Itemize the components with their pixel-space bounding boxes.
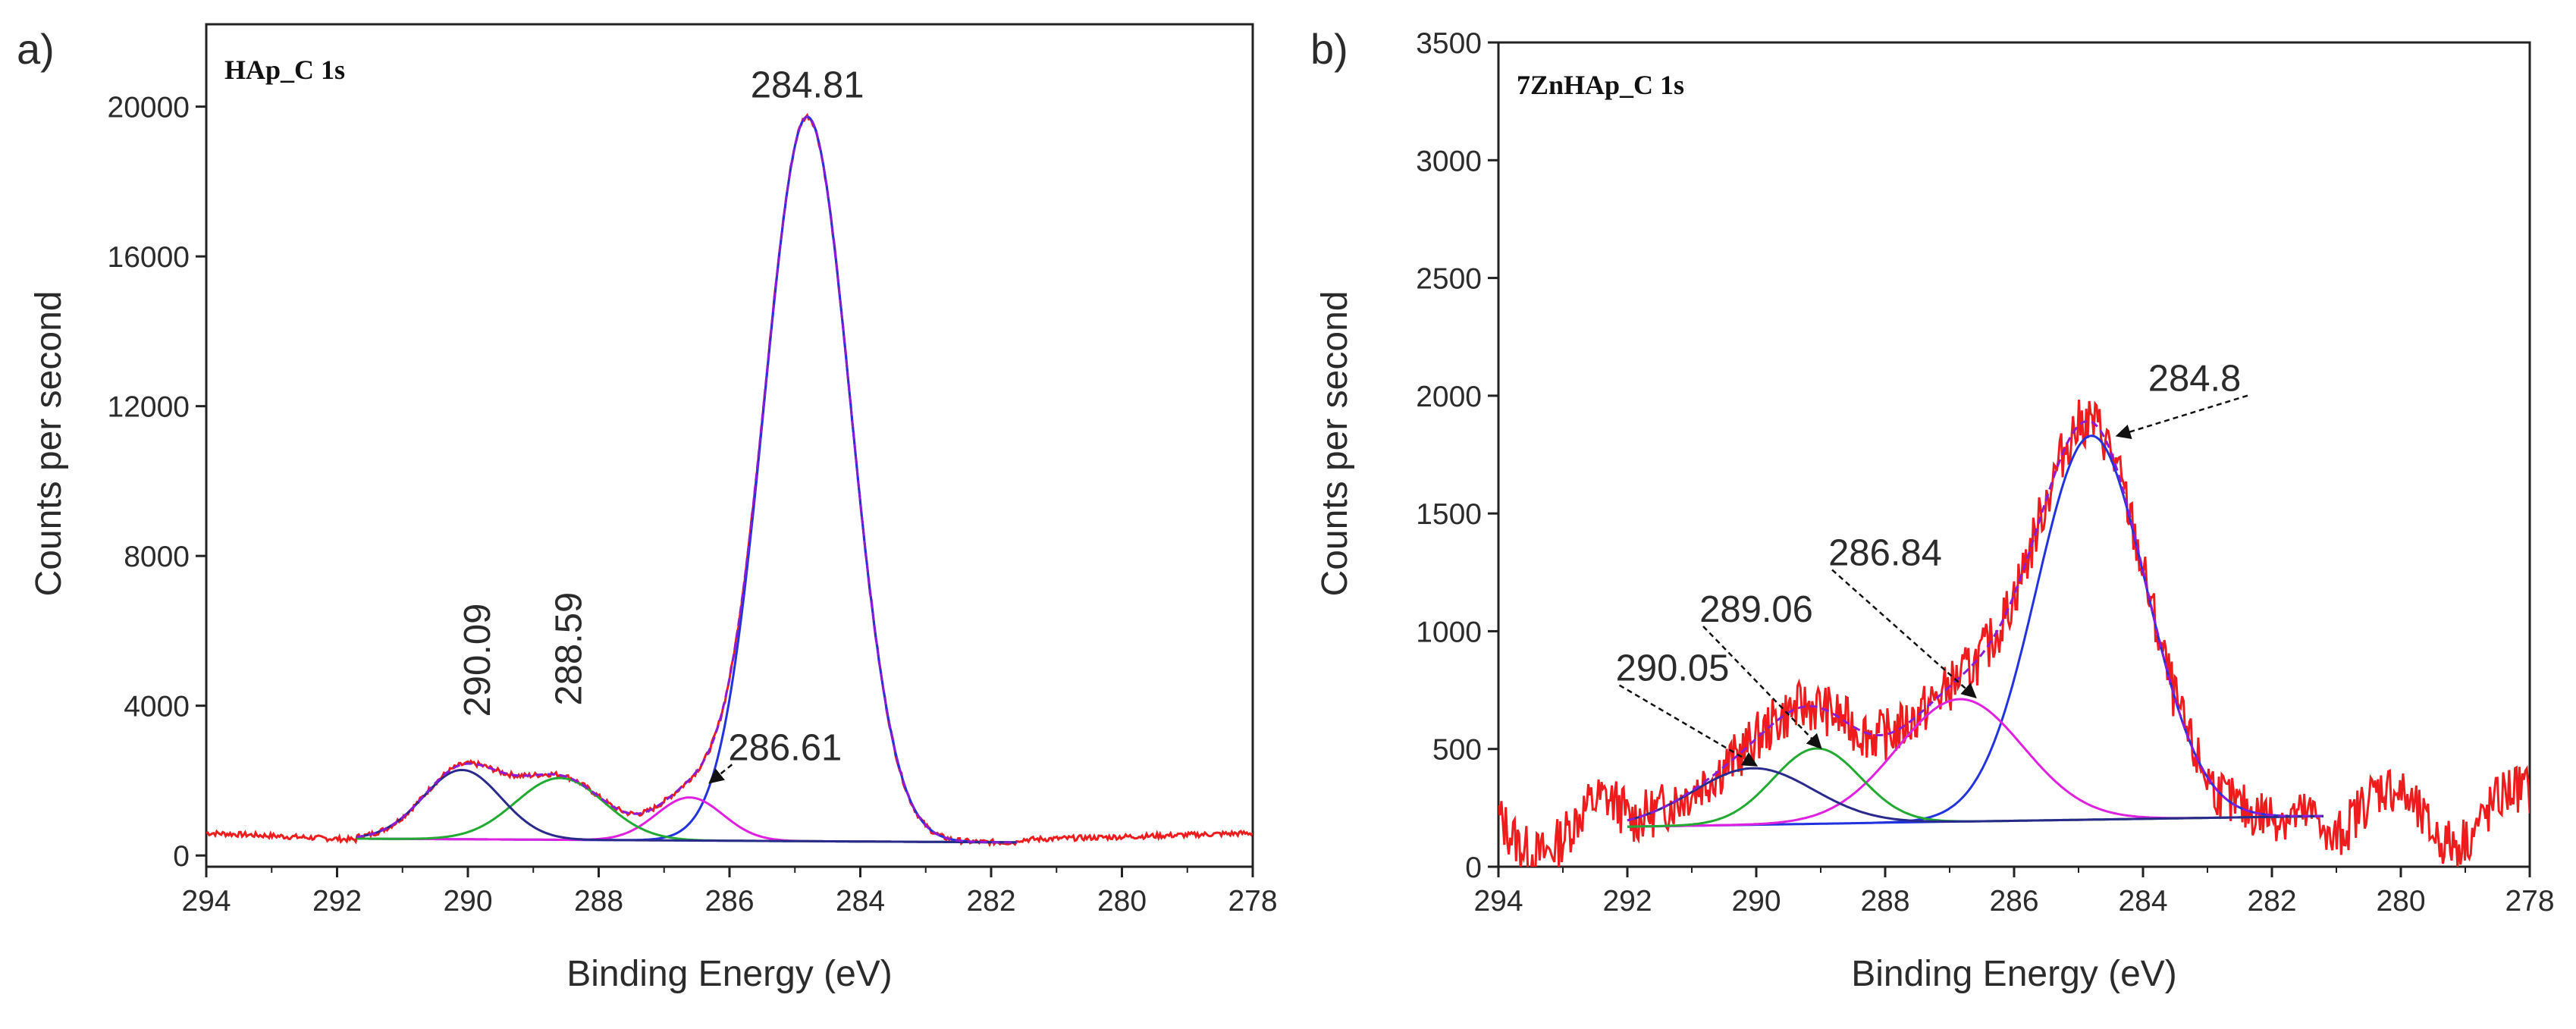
y-tick-label: 16000: [108, 241, 190, 274]
plot-area-b: [1498, 400, 2530, 867]
peak-label: 286.84: [1828, 532, 1942, 573]
x-tick-label: 280: [2376, 885, 2425, 918]
ticks-b: 294 292 290 288 286 284 282 280 278 0 500 1000 1500 2…: [1416, 27, 2554, 918]
y-tick-label: 1000: [1416, 616, 1482, 648]
peak-component-c3: [356, 776, 1018, 844]
x-tick-label: 292: [312, 885, 362, 918]
panel-label-b: b): [1310, 25, 1348, 73]
peak-arrow: [2115, 394, 2248, 440]
x-tick-label: 288: [574, 885, 623, 918]
peak-component-c1: [356, 115, 1018, 844]
peak-label: 286.61: [728, 727, 842, 768]
peak-label: 289.06: [1699, 589, 1813, 630]
x-axis-title-a: Binding Energy (eV): [566, 954, 893, 994]
plot-area-a: [206, 112, 1253, 848]
y-tick-label: 8000: [124, 541, 190, 573]
peak-label: 284.8: [2148, 359, 2242, 400]
peak-component-c4: [356, 768, 1018, 844]
peak-label: 288.59: [549, 592, 590, 706]
x-tick-label: 294: [1473, 885, 1523, 918]
x-tick-label: 278: [1228, 885, 1277, 918]
peak-label: 290.09: [457, 604, 498, 717]
peak-arrow: [1702, 626, 1822, 749]
y-tick-label: 500: [1432, 734, 1482, 767]
x-tick-label: 290: [443, 885, 492, 918]
x-tick-label: 284: [2118, 885, 2167, 918]
y-tick-label: 3000: [1416, 145, 1482, 177]
peak-component-c4: [1627, 767, 2324, 823]
x-tick-label: 284: [836, 885, 885, 918]
y-tick-label: 0: [1465, 852, 1482, 884]
y-tick-label: 1500: [1416, 498, 1482, 531]
x-tick-label: 286: [1989, 885, 2038, 918]
y-axis-title-b: Counts per second: [1315, 291, 1355, 597]
raw-spectrum-line: [1498, 400, 2530, 867]
y-tick-label: 2500: [1416, 263, 1482, 296]
x-axis-title-b: Binding Energy (eV): [1851, 954, 2177, 994]
panel-a: a) HAp_C 1s 294 292 290 288 286 284 282 280 278 0…: [17, 23, 1278, 994]
y-tick-label: 0: [173, 840, 190, 873]
peak-arrow: [1618, 684, 1759, 767]
peak-label: 290.05: [1616, 648, 1730, 689]
x-tick-label: 292: [1602, 885, 1652, 918]
fit-envelope-line: [356, 115, 1018, 844]
x-tick-label: 282: [2247, 885, 2296, 918]
plot-frame-b: [1497, 41, 2531, 868]
x-tick-label: 280: [1097, 885, 1147, 918]
sample-title-b: 7ZnHAp_C 1s: [1517, 70, 1684, 100]
y-tick-label: 3500: [1416, 27, 1482, 60]
y-tick-label: 2000: [1416, 381, 1482, 413]
fit-envelope-line: [1627, 419, 2323, 822]
x-tick-label: 286: [704, 885, 754, 918]
x-tick-label: 288: [1860, 885, 1909, 918]
x-tick-label: 282: [966, 885, 1015, 918]
x-tick-label: 278: [2505, 885, 2554, 918]
panel-label-a: a): [17, 25, 55, 73]
y-axis-title-a: Counts per second: [29, 291, 69, 597]
peak-arrow: [708, 764, 733, 784]
panel-b: b) 7ZnHAp_C 1s 294 292 290 288 286 284 282 280 2…: [1310, 25, 2555, 994]
x-tick-label: 294: [181, 885, 231, 918]
ticks-a: 294 292 290 288 286 284 282 280 278 0 4000 8000 1200…: [108, 92, 1278, 918]
x-tick-label: 290: [1731, 885, 1781, 918]
y-tick-label: 20000: [108, 92, 190, 124]
annotations-a: 284.81 286.61 288.59 290.09: [457, 64, 864, 784]
y-tick-label: 12000: [108, 391, 190, 424]
sample-title-a: HAp_C 1s: [224, 55, 345, 85]
annotations-b: 284.8 286.84 289.06 290.05: [1616, 359, 2248, 767]
peak-label: 284.81: [751, 64, 864, 105]
peak-arrow: [1831, 569, 1977, 699]
y-tick-label: 4000: [124, 691, 190, 723]
